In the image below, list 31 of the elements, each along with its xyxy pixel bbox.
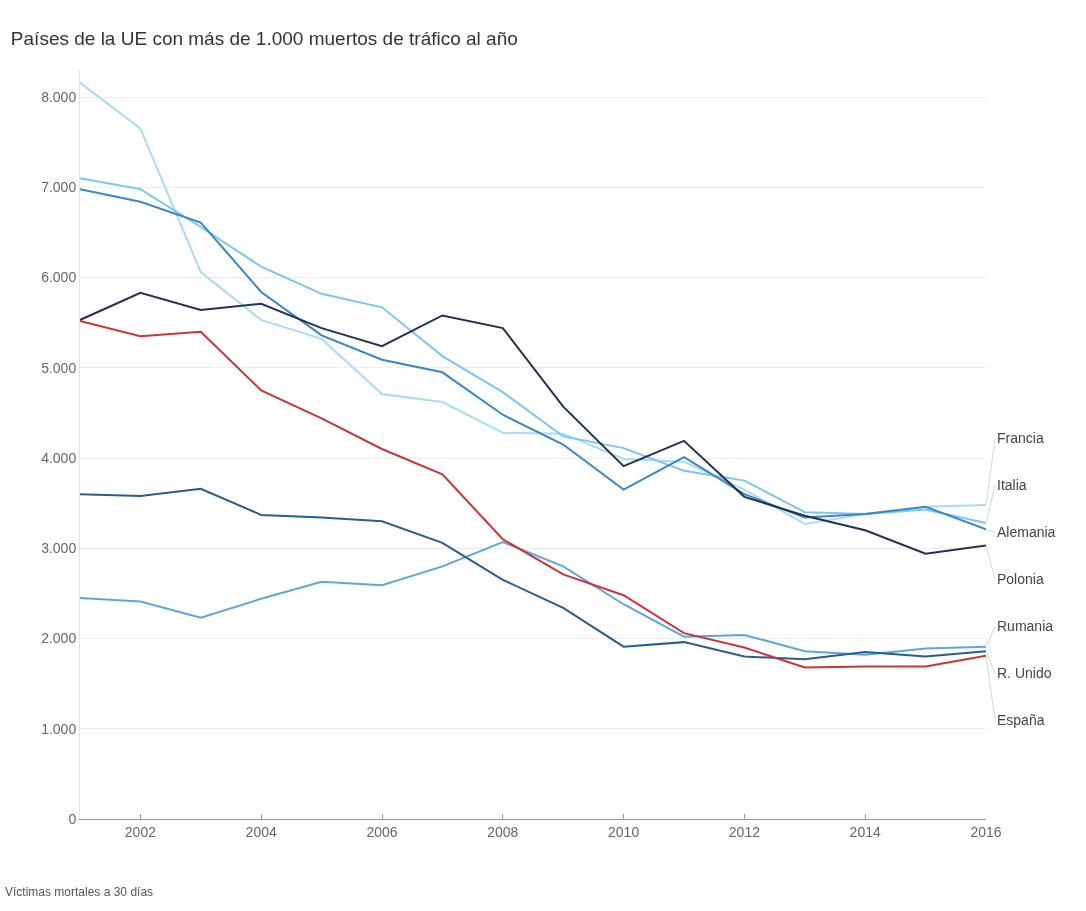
y-tick-label: 5.000: [41, 359, 77, 376]
line-series: [80, 319, 986, 669]
chart-title: Países de la UE con más de 1.000 muertos de tráfico al año: [10, 28, 518, 50]
series-label: Alemania: [997, 524, 1056, 540]
line-series: [80, 487, 986, 661]
y-tick-label: 4.000: [41, 449, 77, 466]
y-tick-label: 6.000: [41, 269, 77, 286]
x-tick-label: 2012: [728, 823, 761, 840]
y-tick-label: 2.000: [41, 630, 77, 647]
series-label: Polonia: [997, 571, 1044, 587]
y-tick-label: 0: [68, 810, 77, 827]
y-tick-label: 7.000: [41, 179, 77, 196]
text: Francia: [997, 430, 1044, 446]
text: España: [997, 712, 1045, 728]
x-tick-label: 2008: [487, 823, 519, 840]
x-tick-label: 2016: [970, 823, 1002, 840]
x-tick-label: 2010: [608, 823, 640, 840]
text: Italia: [997, 477, 1027, 493]
line-series: [80, 291, 986, 555]
y-tick-label: 3.000: [41, 540, 77, 557]
x-tick-label: 2002: [124, 823, 157, 840]
text: Víctimas mortales a 30 días: [5, 885, 154, 899]
x-tick-label: 2006: [366, 823, 398, 840]
x-tick-label: 2014: [849, 823, 881, 840]
line-series: [80, 540, 986, 656]
series-label: Rumania: [997, 618, 1054, 634]
x-tick-label: 2004: [245, 823, 277, 840]
y-tick-label: 1.000: [41, 720, 77, 737]
line-series: [80, 81, 986, 525]
series-label: R. Unido: [997, 665, 1052, 681]
y-tick-label: 8.000: [41, 88, 77, 105]
